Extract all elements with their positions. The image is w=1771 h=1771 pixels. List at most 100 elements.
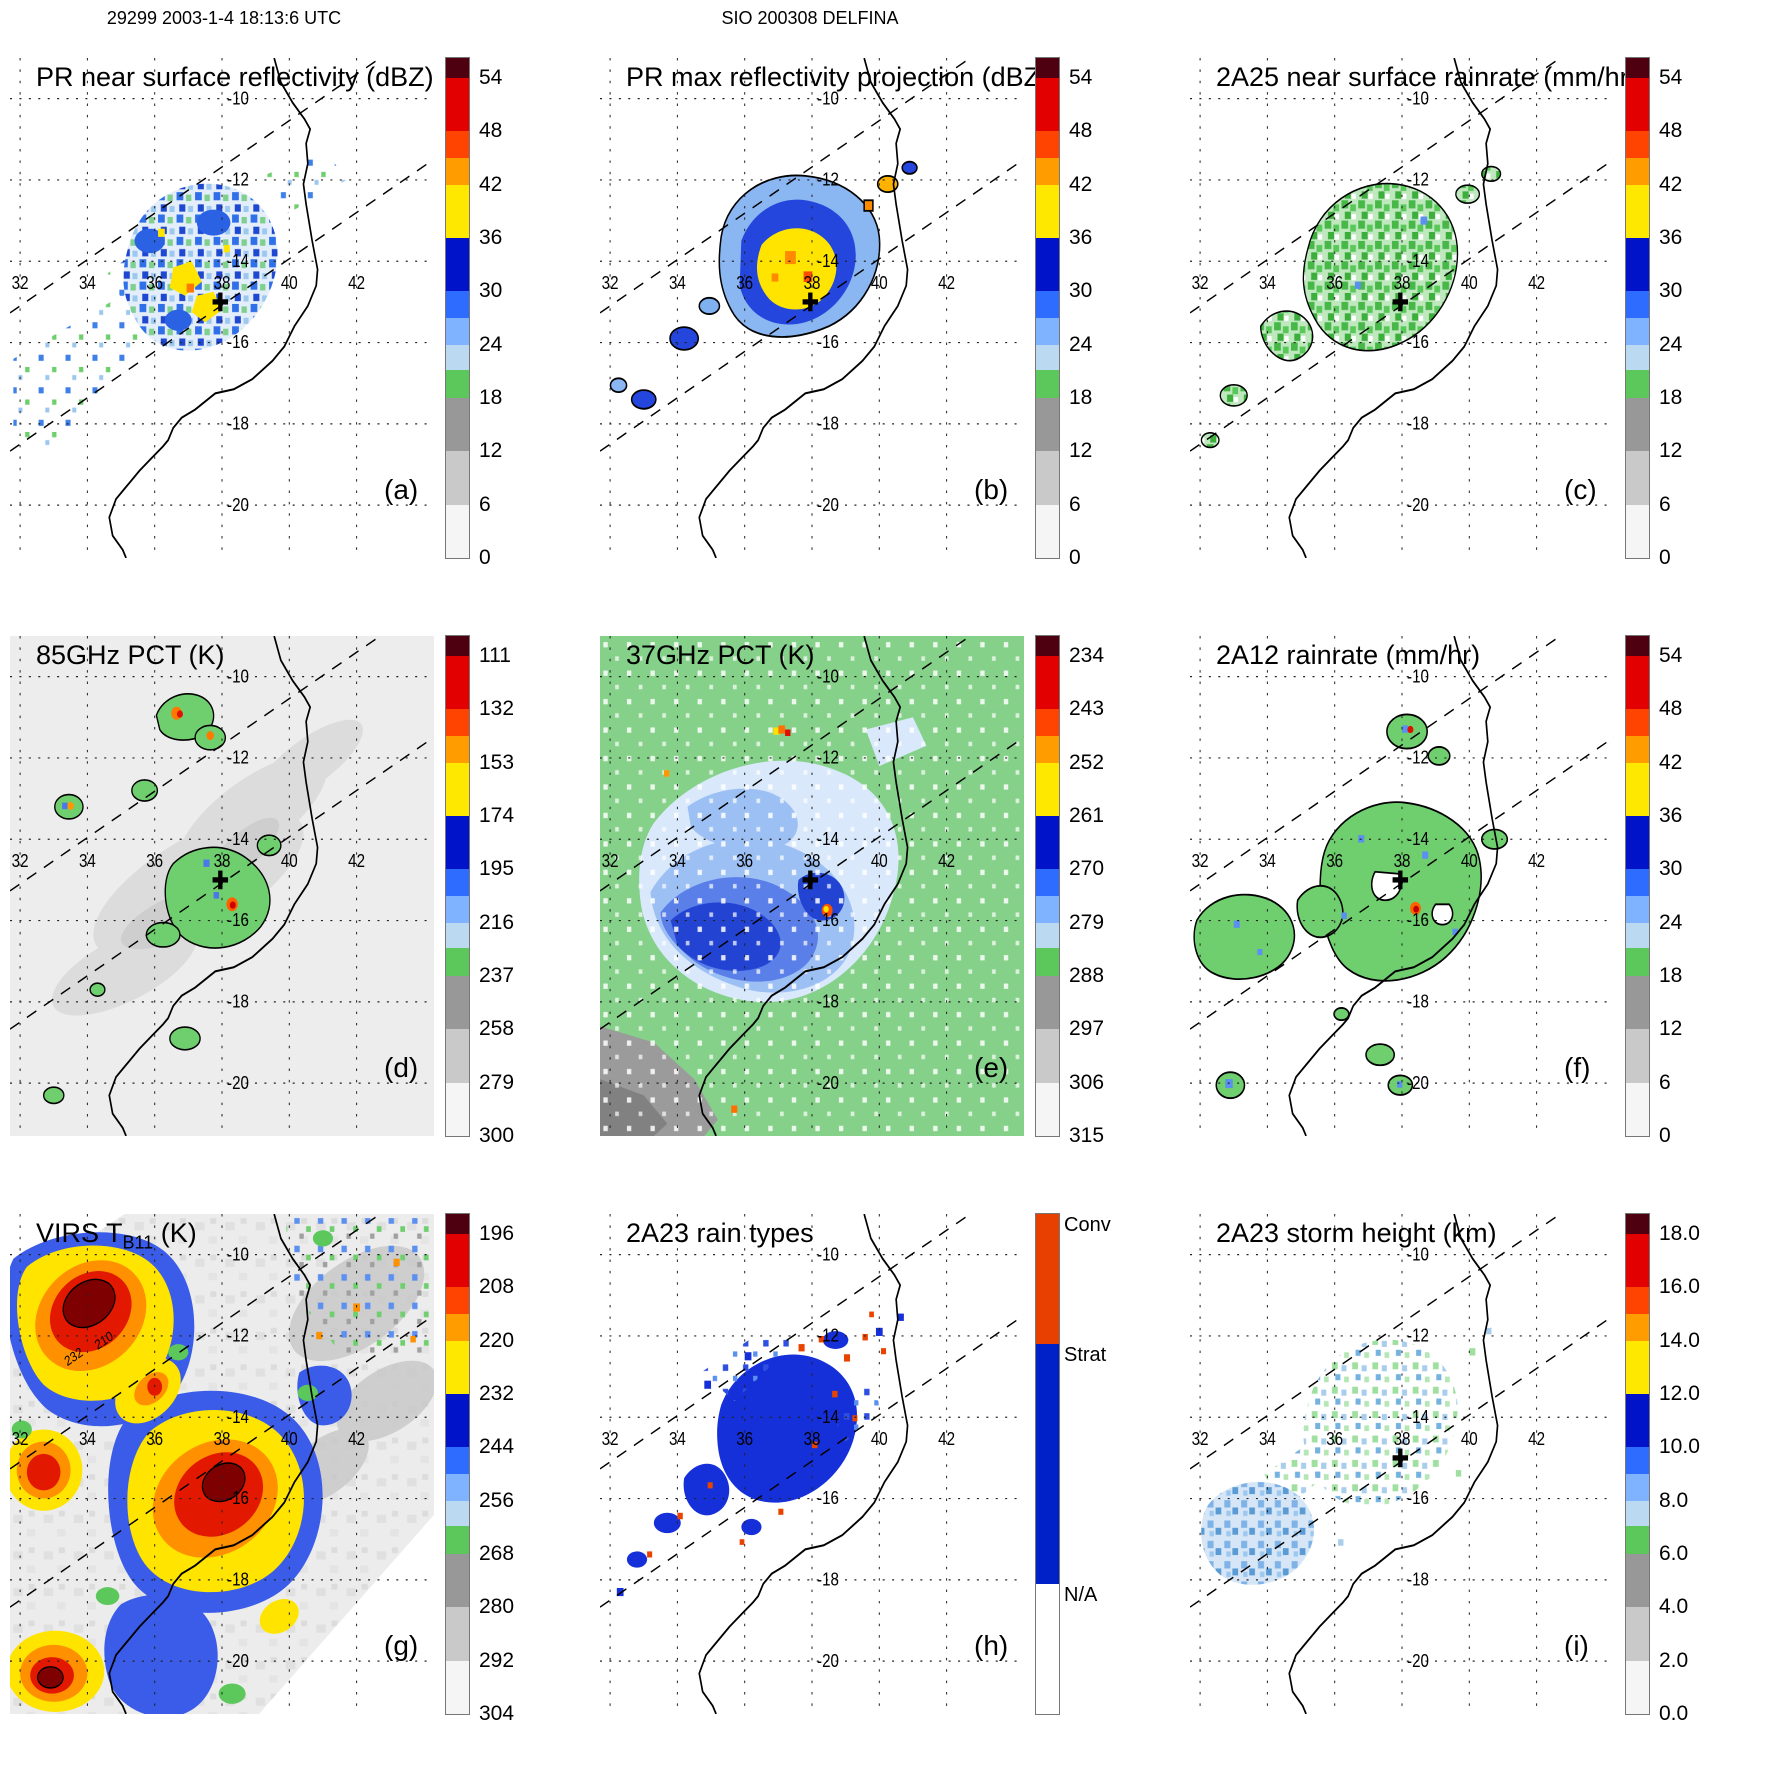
colorbar-segment [1626, 656, 1649, 710]
colorbar-segment [1036, 317, 1059, 345]
lon-label: 32 [1192, 273, 1209, 294]
colorbar-tick: 12.0 [1659, 1382, 1700, 1405]
lon-label: 42 [348, 273, 365, 294]
panel-letter: (g) [384, 1630, 419, 1661]
colorbar-tick: 279 [479, 1070, 515, 1094]
lat-label: -14 [227, 251, 249, 272]
lat-label: -16 [1407, 910, 1429, 931]
lat-label: -10 [227, 88, 249, 109]
colorbar-segment [1036, 1344, 1059, 1584]
swath-edge-line [600, 1214, 972, 1470]
colorbar-segment [1626, 1553, 1649, 1608]
map-overlay: 32 34 36 38 40 42 -10 -12 -14 -16 -18 -20 [600, 58, 1024, 558]
lat-label: -12 [227, 1325, 249, 1346]
map-2a23-rain-types: 32 34 36 38 40 42 -10 -12 -14 -16 -18 -20 [600, 1214, 1024, 1714]
panel-letter: (f) [1564, 1052, 1591, 1083]
lon-label: 40 [1461, 851, 1478, 872]
colorbar-tick: 18 [1659, 964, 1683, 987]
map-overlay: 32 34 36 38 40 42 -10 -12 -14 -16 -18 -20 [600, 636, 1024, 1136]
lat-label: -14 [817, 251, 839, 272]
lat-label: -16 [227, 910, 249, 931]
map-overlay: 32 34 36 38 40 42 -10 -12 -14 -16 -18 -20 [10, 58, 434, 558]
colorbar-segment [1036, 504, 1059, 558]
lon-label: 40 [281, 851, 298, 872]
colorbar-segment [1036, 237, 1059, 292]
colorbar-segment [1626, 78, 1649, 132]
colorbar-tick: 54 [1659, 644, 1683, 667]
map-overlay: 32 34 36 38 40 42 -10 -12 -14 -16 -18 -20 [600, 1214, 1024, 1714]
map-overlay: 32 34 36 38 40 42 -10 -12 -14 -16 -18 -20 [10, 636, 434, 1136]
colorbar-segment [446, 504, 469, 558]
colorbar-segment [1626, 1526, 1649, 1554]
colorbar-segment [1036, 451, 1059, 505]
lat-label: -18 [1407, 991, 1429, 1012]
colorbar-bar [1035, 635, 1060, 1137]
colorbar-pct37: 234 243 252 261 270 279 288 297 306 315 [1035, 635, 1104, 1147]
colorbar-tick: 6 [1659, 492, 1671, 516]
lon-label: 36 [146, 1429, 163, 1450]
colorbar-tick: 304 [479, 1702, 515, 1725]
colorbar-segment [446, 1393, 469, 1448]
colorbar-tick: 48 [1069, 119, 1093, 143]
colorbar-segment [446, 656, 469, 710]
panel-a: 32 34 36 38 40 42 -10 -12 -14 -16 -18 -20 PR near s… [0, 32, 590, 610]
colorbar-segment [1036, 291, 1059, 318]
colorbar-segment [1626, 1500, 1649, 1527]
lon-label: 40 [871, 1429, 888, 1450]
lon-label: 32 [602, 851, 619, 872]
colorbar-category-label: Conv [1064, 1214, 1111, 1236]
colorbar-bar [445, 635, 470, 1137]
lon-label: 34 [669, 1429, 686, 1450]
colorbar-dbz: 54 48 42 36 30 24 18 12 6 0 [1035, 57, 1092, 569]
colorbar-segment [446, 317, 469, 345]
colorbar-segment [446, 1287, 469, 1314]
colorbar-tick: 288 [1069, 964, 1105, 987]
panel-letter: (a) [384, 474, 419, 505]
colorbar-segment [1626, 1214, 1649, 1234]
lat-label: -12 [227, 169, 249, 190]
colorbar-segment [446, 1214, 469, 1234]
colorbar-segment [446, 131, 469, 158]
colorbar-segment [1626, 948, 1649, 976]
panel-title: 2A12 rainrate (mm/hr) [1216, 640, 1481, 670]
colorbar-tick: 8.0 [1659, 1488, 1689, 1512]
colorbar-category-label: Strat [1064, 1344, 1107, 1366]
colorbar-segment [1626, 975, 1649, 1030]
colorbar-tick: 36 [479, 226, 503, 249]
colorbar-tick: 48 [1659, 697, 1683, 721]
colorbar-segment [1036, 58, 1059, 78]
lat-label: -16 [1407, 1488, 1429, 1509]
colorbar-tick: 243 [1069, 697, 1105, 721]
lon-label: 42 [348, 1429, 365, 1450]
colorbar-segment [1626, 636, 1649, 656]
colorbar-rainrate: 54 48 42 36 30 24 18 12 6 0 [1625, 635, 1682, 1147]
colorbar-segment [1036, 397, 1059, 452]
swath-edge-line [10, 58, 382, 314]
lat-label: -20 [1407, 1073, 1429, 1094]
colorbar-segment [1036, 975, 1059, 1030]
swath-edge-line [10, 1314, 434, 1608]
lat-label: -20 [227, 1651, 249, 1672]
colorbar-segment [446, 397, 469, 452]
lon-label: 40 [871, 851, 888, 872]
colorbar-tick: 54 [1069, 66, 1093, 89]
rainrate-field [1200, 165, 1502, 449]
colorbar-segment [1626, 397, 1649, 452]
lat-label: -20 [817, 1073, 839, 1094]
colorbar-tick: 24 [479, 332, 503, 356]
colorbar-segment [1036, 370, 1059, 398]
colorbar-segment [1626, 762, 1649, 816]
panel-title: 2A23 storm height (km) [1216, 1218, 1497, 1248]
colorbar-segment [1036, 157, 1059, 185]
colorbar-segment [446, 762, 469, 816]
colorbar-segment [446, 78, 469, 132]
lon-label: 34 [1259, 1429, 1276, 1450]
panel-letter: (c) [1564, 474, 1597, 505]
coastline [1288, 636, 1499, 1136]
lon-label: 38 [214, 1429, 231, 1450]
lat-label: -18 [817, 991, 839, 1012]
map-pr-max-reflectivity: 32 34 36 38 40 42 -10 -12 -14 -16 -18 -20 [600, 58, 1024, 558]
colorbar-tick: 196 [479, 1222, 515, 1245]
colorbar-segment [446, 815, 469, 870]
